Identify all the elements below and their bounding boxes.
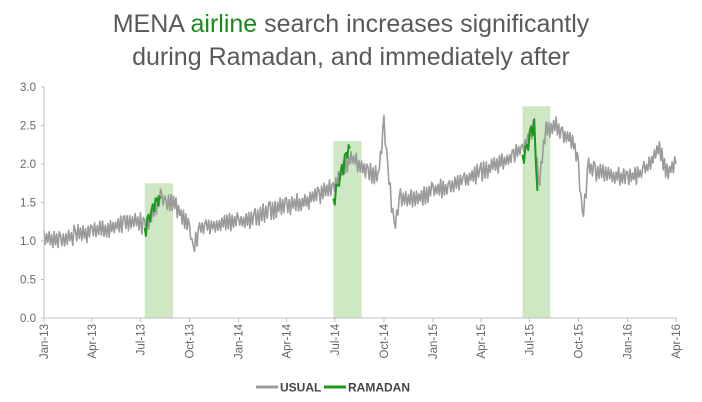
x-tick-label: Apr-16 bbox=[671, 324, 683, 359]
x-tick-label: Oct-14 bbox=[379, 323, 391, 358]
x-tick-label: Jan-14 bbox=[234, 323, 246, 359]
y-tick-label: 2.0 bbox=[20, 159, 36, 171]
y-tick-label: 1.0 bbox=[20, 236, 36, 248]
x-tick-label: Jul-13 bbox=[135, 324, 147, 355]
title-highlight: airline bbox=[190, 10, 258, 38]
ramadan-series bbox=[143, 118, 539, 237]
y-tick-label: 1.5 bbox=[20, 198, 36, 210]
legend: USUAL RAMADAN bbox=[256, 381, 410, 395]
y-tick-label: 3.0 bbox=[20, 82, 36, 94]
ramadan-line bbox=[521, 118, 539, 192]
legend-label-ramadan: RAMADAN bbox=[348, 381, 410, 395]
ramadan-line bbox=[332, 144, 351, 206]
legend-label-usual: USUAL bbox=[280, 381, 321, 395]
x-tick-label: Jul-15 bbox=[524, 324, 536, 355]
y-tick-label: 0.0 bbox=[20, 313, 36, 325]
title-part-1: MENA bbox=[112, 10, 191, 38]
ramadan-bands bbox=[144, 106, 551, 318]
x-tick-label: Jan-15 bbox=[428, 324, 440, 359]
x-tick-label: Apr-13 bbox=[87, 324, 99, 359]
x-tick-label: Jul-14 bbox=[330, 323, 342, 355]
title-line-2: during Ramadan, and immediately after bbox=[132, 43, 570, 71]
x-tick-label: Oct-15 bbox=[573, 324, 585, 359]
ramadan-line bbox=[143, 195, 162, 237]
title-part-2: search increases significantly bbox=[257, 10, 590, 38]
x-tick-label: Apr-14 bbox=[281, 323, 293, 358]
y-tick-label: 2.5 bbox=[20, 121, 36, 133]
title-line-1: MENA airline search increases significan… bbox=[0, 8, 702, 41]
x-tick-label: Oct-13 bbox=[184, 324, 196, 359]
x-tick-label: Apr-15 bbox=[476, 324, 488, 359]
y-tick-label: 0.5 bbox=[20, 275, 36, 287]
axes: 0.0 0.5 1.0 1.5 2.0 2.5 3.0 Jan-13 Apr-13 Jul-13 O… bbox=[20, 82, 683, 359]
x-tick-label: Jan-13 bbox=[39, 324, 51, 359]
x-tick-label: Jan-16 bbox=[623, 324, 635, 359]
chart-title: MENA airline search increases significan… bbox=[0, 8, 702, 74]
